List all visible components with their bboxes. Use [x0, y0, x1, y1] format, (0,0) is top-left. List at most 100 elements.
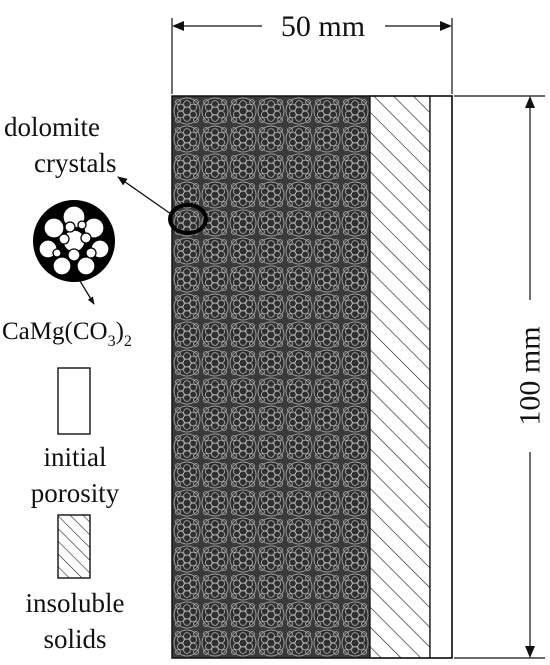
crystal-subgrain [305, 201, 311, 207]
crystal-subgrain [245, 166, 254, 175]
crystal-subgrain [295, 450, 303, 458]
crystal-subgrain [221, 453, 227, 459]
crystal-subgrain [177, 250, 185, 259]
crystal-subgrain [203, 547, 209, 553]
crystal-subgrain [259, 183, 265, 189]
crystal-subgrain [233, 278, 241, 287]
crystal-grain [229, 265, 257, 293]
crystal-subgrain [277, 537, 283, 543]
crystal-subgrain [361, 257, 367, 263]
crystal-subgrain [177, 530, 185, 539]
crystal-subgrain [288, 138, 297, 147]
crystal-subgrain [361, 285, 367, 291]
crystal-subgrain [322, 190, 332, 200]
crystal-subgrain [175, 397, 181, 403]
crystal-subgrain [267, 506, 275, 514]
crystal-grain [313, 545, 341, 573]
crystal-subgrain [193, 631, 199, 637]
crystal-subgrain [323, 604, 331, 612]
crystal-subgrain [333, 649, 339, 655]
crystal-subgrain [333, 491, 339, 497]
crystal-subgrain [259, 603, 265, 609]
crystal-subgrain [231, 397, 237, 403]
crystal-subgrain [175, 257, 181, 263]
crystal-subgrain [183, 114, 191, 122]
crystal-subgrain [267, 170, 275, 178]
crystal-grain [341, 405, 369, 433]
crystal-subgrain [267, 408, 275, 416]
crystal-subgrain [323, 450, 331, 458]
crystal-grain [257, 125, 285, 153]
crystal-subgrain [239, 492, 247, 500]
crystal-subgrain [343, 341, 349, 347]
crystal-subgrain [193, 267, 199, 273]
crystal-subgrain [221, 509, 227, 515]
crystal-subgrain [333, 631, 339, 637]
crystal-subgrain [316, 586, 325, 595]
crystal-subgrain [249, 117, 255, 123]
crystal-subgrain [239, 324, 247, 332]
crystal-subgrain [323, 408, 331, 416]
crystal-grain [201, 321, 229, 349]
crystal-subgrain [361, 407, 367, 413]
crystal-subgrain [315, 425, 321, 431]
crystal-subgrain [177, 474, 185, 483]
crystal-subgrain [221, 267, 227, 273]
crystal-subgrain [183, 268, 191, 276]
crystal-subgrain [231, 239, 237, 245]
crystal-grid [173, 97, 369, 657]
crystal-grain [201, 265, 229, 293]
crystal-subgrain [333, 117, 339, 123]
crystal-subgrain [333, 509, 339, 515]
crystal-grain [257, 153, 285, 181]
crystal-subgrain [175, 173, 181, 179]
crystal-subgrain [350, 386, 360, 396]
crystal-subgrain [273, 474, 282, 483]
crystal-subgrain [277, 341, 283, 347]
crystal-subgrain [344, 306, 353, 315]
crystal-subgrain [333, 313, 339, 319]
crystal-subgrain [316, 278, 325, 287]
crystal-subgrain [287, 397, 293, 403]
crystal-subgrain [343, 369, 349, 375]
crystal-subgrain [315, 435, 321, 441]
crystal-subgrain [315, 267, 321, 273]
crystal-subgrain [344, 138, 353, 147]
crystal-subgrain [350, 442, 360, 452]
crystal-subgrain [221, 481, 227, 487]
crystal-subgrain [294, 274, 304, 284]
crystal-subgrain [249, 425, 255, 431]
porosity-label-line2: porosity [31, 478, 120, 508]
crystal-subgrain [239, 366, 247, 374]
crystal-subgrain [344, 334, 353, 343]
crystal-subgrain [329, 586, 338, 595]
crystal-subgrain [267, 436, 275, 444]
crystal-subgrain [294, 610, 304, 620]
crystal-subgrain [351, 366, 359, 374]
crystal-subgrain [211, 394, 219, 402]
crystal-subgrain [210, 246, 220, 256]
crystal-subgrain [288, 222, 297, 231]
crystal-subgrain [266, 106, 276, 116]
crystal-subgrain [316, 306, 325, 315]
crystal-subgrain [217, 250, 226, 259]
crystal-grain [313, 321, 341, 349]
crystal-subgrain [183, 324, 191, 332]
crystal-subgrain [295, 254, 303, 262]
crystal-subgrain [175, 491, 181, 497]
crystal-subgrain [260, 194, 269, 203]
cluster-grain [85, 247, 97, 259]
crystal-subgrain [221, 435, 227, 441]
crystal-subgrain [193, 341, 199, 347]
crystal-subgrain [260, 222, 269, 231]
crystal-subgrain [239, 436, 247, 444]
crystal-grain [229, 349, 257, 377]
crystal-subgrain [211, 632, 219, 640]
crystal-subgrain [294, 106, 304, 116]
crystal-grain [313, 461, 341, 489]
crystal-subgrain [183, 394, 191, 402]
crystal-subgrain [211, 576, 219, 584]
crystal-subgrain [259, 117, 265, 123]
crystal-subgrain [231, 575, 237, 581]
crystal-subgrain [361, 379, 367, 385]
